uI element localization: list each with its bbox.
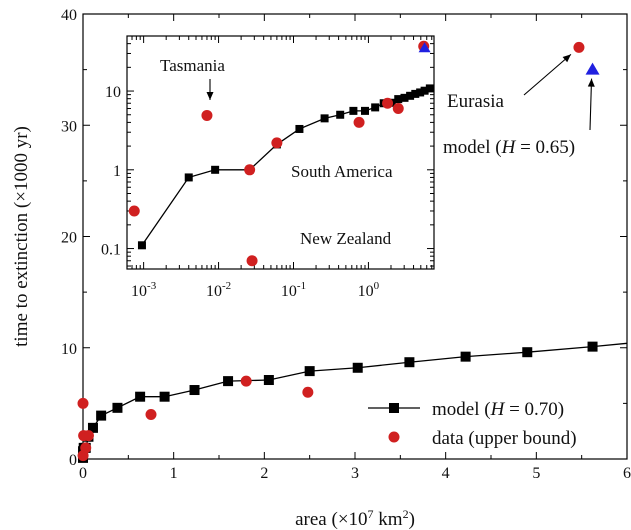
y-axis-label: time to extinction (×1000 yr) <box>11 126 32 347</box>
y-tick-label: 40 <box>61 7 77 24</box>
y-tick-label: 10 <box>61 341 77 358</box>
inset-model-point <box>400 93 409 102</box>
inset-model-point <box>371 103 380 112</box>
tasmania-annotation: Tasmania <box>160 56 225 75</box>
y-tick-label: 30 <box>61 118 77 135</box>
data-point <box>240 375 252 387</box>
inset-model-point <box>406 91 415 100</box>
inset-model-point <box>137 241 146 250</box>
model-point <box>404 357 415 368</box>
model-point <box>352 362 363 373</box>
inset-data-point <box>246 255 258 267</box>
inset-model-point <box>184 173 193 182</box>
model-point <box>263 375 274 386</box>
model-point <box>522 347 533 358</box>
model-point <box>189 385 200 396</box>
data-point <box>77 397 89 409</box>
model-point <box>223 376 234 387</box>
data-point <box>573 41 585 53</box>
model-point <box>96 410 107 421</box>
inset-data-point <box>244 164 256 176</box>
inset-x-tick-label: 10-3 <box>131 280 157 300</box>
x-tick-label: 0 <box>79 465 87 482</box>
x-tick-label: 6 <box>623 465 631 482</box>
y-tick-label: 0 <box>69 452 77 469</box>
legend-square <box>389 403 399 413</box>
inset-model-point <box>211 165 220 174</box>
tasmania-arrow <box>206 79 214 100</box>
x-axis-label: area (×107 km2) <box>295 507 415 530</box>
inset-model-point <box>416 88 425 97</box>
legend-label-data: data (upper bound) <box>432 428 577 449</box>
legend-label-model: model (H = 0.70) <box>432 399 564 420</box>
x-tick-label: 5 <box>532 465 540 482</box>
inset-model-point <box>336 110 345 119</box>
data-point <box>145 409 157 420</box>
inset-data-point <box>271 137 283 149</box>
model-point <box>159 391 170 402</box>
eurasia-arrow <box>523 53 572 96</box>
inset-model-point <box>320 114 329 123</box>
inset-model-065-point <box>418 42 431 53</box>
inset-y-tick-label: 10 <box>105 84 121 101</box>
x-tick-label: 4 <box>442 465 450 482</box>
inset-model-point <box>394 95 403 104</box>
inset-data-point <box>392 103 404 115</box>
inset-model-point <box>360 106 369 115</box>
model-065-annotation: model (H = 0.65) <box>443 137 575 158</box>
inset-model-point <box>411 89 420 98</box>
model-point <box>135 391 146 402</box>
data-point <box>80 442 92 454</box>
model-point <box>112 402 123 413</box>
inset-model-point <box>420 86 429 95</box>
inset-y-tick-label: 0.1 <box>101 242 121 259</box>
inset-data-point <box>382 97 394 109</box>
model-065-point <box>585 62 600 75</box>
inset-data-point <box>353 116 365 128</box>
inset-y-tick-label: 1 <box>113 163 121 180</box>
inset-model-point <box>349 106 358 115</box>
model-point <box>87 422 98 433</box>
inset-model-point <box>425 84 434 93</box>
inset-panel: 10-3 10-2 10-1 100 0.1 1 10 Tasmania South Ameri… <box>101 35 435 300</box>
legend-circle <box>388 431 400 443</box>
data-point <box>82 430 94 442</box>
data-point <box>302 386 314 398</box>
inset-x-tick-label: 10-2 <box>206 280 231 300</box>
inset-x-tick-label: 100 <box>358 280 380 300</box>
x-tick-label: 2 <box>260 465 268 482</box>
y-tick-label: 20 <box>61 230 77 247</box>
x-tick-label: 3 <box>351 465 359 482</box>
new-zealand-annotation: New Zealand <box>300 229 392 248</box>
model-065-arrow <box>587 78 595 131</box>
model-point <box>460 351 471 362</box>
inset-model-point <box>295 124 304 133</box>
south-america-annotation: South America <box>291 162 393 181</box>
legend: model (H = 0.70) data (upper bound) <box>368 399 577 449</box>
eurasia-annotation: Eurasia <box>447 91 505 112</box>
model-point <box>587 341 598 352</box>
x-tick-label: 1 <box>170 465 178 482</box>
inset-plot-frame <box>126 35 435 270</box>
inset-data-point <box>128 205 140 217</box>
inset-data-point <box>201 109 213 121</box>
inset-x-tick-label: 10-1 <box>281 280 306 300</box>
model-point <box>304 366 315 377</box>
